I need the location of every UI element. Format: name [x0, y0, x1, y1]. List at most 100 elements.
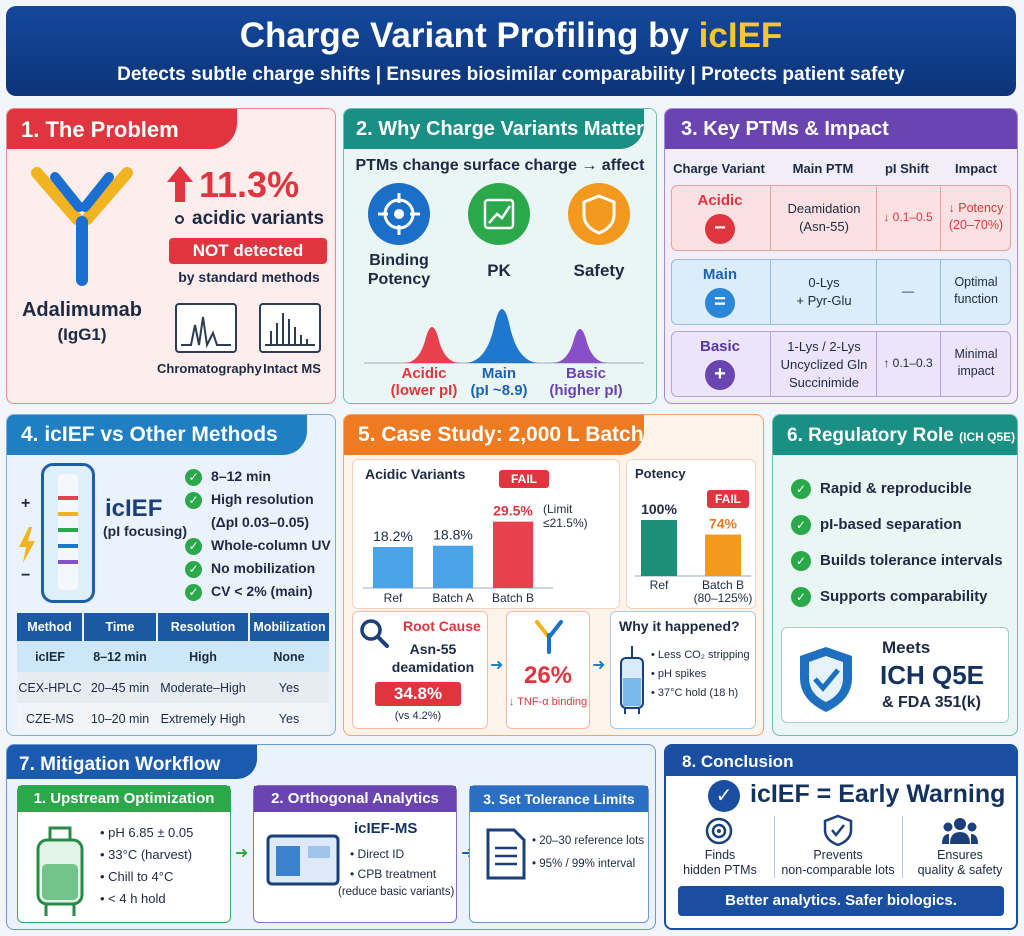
page-subtitle: Detects subtle charge shifts | Ensures b…	[117, 64, 905, 85]
arrow-right-icon: ➜	[235, 845, 249, 862]
root-cause-value: 34.8%	[375, 682, 461, 706]
ptm-col-impact: Impact	[955, 161, 997, 176]
check-circle-icon: ✓	[708, 780, 740, 812]
check-item: ✓ CV < 2% (main)	[185, 580, 331, 603]
ich-label: ICH Q5E	[880, 660, 985, 690]
charge-symbol-icon: −	[705, 214, 735, 244]
target-icon	[368, 183, 430, 245]
chart-tick-label: (80–125%)	[694, 591, 753, 605]
plus-label: +	[21, 495, 31, 512]
step-tolerance-card: 3. Set Tolerance Limits • 20–30 referenc…	[469, 785, 649, 923]
root-cause-title: Root Cause	[403, 618, 481, 634]
check-item: ✓ Builds tolerance intervals	[791, 543, 1003, 579]
divider	[774, 816, 775, 878]
chart-tick-label: Ref	[650, 578, 669, 592]
why-subtitle: PTMs change surface charge → affect	[355, 157, 645, 174]
peak-acidic-label: Acidic (lower pI)	[390, 365, 458, 399]
panel-title: 3. Key PTMs & Impact	[665, 109, 1017, 149]
pi-shift-cell: ↓ 0.1–0.5	[883, 210, 933, 224]
divider	[940, 260, 941, 324]
root-cause-desc: Asn-55 deamidation	[391, 641, 475, 675]
conclusion-item-2: Prevents non-comparable lots	[781, 848, 895, 877]
problem-stat: 11.3%	[199, 164, 300, 205]
arrow-up-icon	[167, 166, 193, 202]
check-icon: ✓	[791, 479, 811, 500]
tnf-card: 26% ↓ TNF-α binding	[506, 611, 590, 729]
divider	[876, 332, 877, 396]
check-icon: ✓	[791, 587, 811, 608]
ptm-cell: 1-Lys / 2-Lys Uncyclized Gln Succinimide	[780, 339, 868, 390]
panel-key-ptms: 3. Key PTMs & Impact Charge Variant Main…	[664, 108, 1018, 404]
impact-cell: ↓ Potency (20–70%)	[948, 201, 1004, 232]
divider	[876, 260, 877, 324]
target-icon	[705, 817, 733, 845]
antibody-small-icon	[535, 620, 563, 654]
list-item: • Chill to 4°C	[100, 869, 174, 884]
impact-pk-label: PK	[487, 261, 511, 280]
divider	[940, 332, 941, 396]
header-banner: Charge Variant Profiling by icIEF Detect…	[6, 6, 1016, 96]
divider	[940, 186, 941, 250]
list-item: • pH spikes	[651, 668, 707, 680]
divider	[902, 816, 903, 878]
ptm-col-ptm: Main PTM	[792, 161, 854, 176]
lightning-icon	[19, 527, 35, 563]
icief-sub-label: (pI focusing)	[103, 523, 187, 539]
minus-label: −	[21, 567, 31, 584]
acidic-chart-card: Acidic Variants FAIL (Limit ≤21.5%) 18.2…	[352, 459, 620, 609]
table-row: CEX-HPLC 20–45 min Moderate–High Yes	[17, 672, 329, 703]
chromatography-icon	[175, 303, 237, 353]
divider	[770, 332, 771, 396]
chart-tick-label: Ref	[384, 591, 403, 605]
variant-name: Acidic	[697, 192, 743, 209]
tnf-label: ↓ TNF-α binding	[508, 696, 588, 708]
icief-ms-label: icIEF-MS	[354, 820, 418, 837]
check-item: ✓ No mobilization	[185, 557, 331, 580]
check-item-sub: (ΔpI 0.03–0.05)	[211, 514, 309, 530]
conclusion-item-1: Finds hidden PTMs	[683, 848, 757, 877]
root-cause-card: Root Cause Asn-55 deamidation 34.8% (vs 4…	[352, 611, 488, 729]
check-item: ✓ Whole-column UV	[185, 534, 331, 557]
check-icon: ✓	[791, 515, 811, 536]
charge-peaks-graphic	[364, 309, 644, 364]
panel-title: 2. Why Charge Variants Matter	[344, 109, 644, 149]
charge-symbol-icon: =	[705, 288, 735, 318]
list-item: • 33°C (harvest)	[100, 847, 193, 862]
chart-trend-icon	[468, 183, 530, 245]
people-icon	[942, 818, 978, 844]
impact-cell: Optimal function	[954, 275, 998, 306]
check-icon: ✓	[185, 491, 202, 509]
methods-col-mobilization: Mobilization	[253, 620, 326, 634]
impact-cell: Minimal impact	[954, 347, 998, 378]
mab-name: Adalimumab	[21, 299, 143, 321]
list-item: • Less CO₂ stripping	[651, 649, 750, 661]
divider	[770, 260, 771, 324]
chart-bar	[705, 534, 741, 576]
not-detected-badge: NOT detected	[169, 238, 327, 264]
panel-problem: 1. The Problem Adalimumab (IgG1) 11.3% a…	[6, 108, 336, 404]
limit-label: (Limit ≤21.5%)	[543, 502, 588, 530]
list-item: • < 4 h hold	[100, 891, 166, 906]
by-methods-label: by standard methods	[178, 269, 320, 285]
chart-bar	[493, 521, 533, 588]
document-icon	[486, 828, 526, 880]
analytics-note: (reduce basic variants)	[338, 886, 455, 898]
why-title: Why it happened?	[619, 618, 740, 634]
potency-chart-card: Potency FAIL 100% Ref 74% Batch B (80–125%)	[626, 459, 756, 609]
ptm-col-shift: pI Shift	[884, 161, 930, 176]
chart-data-label: 18.8%	[433, 527, 473, 543]
step-title: 1. Upstream Optimization	[18, 786, 230, 812]
why-card: Why it happened? • Less CO₂ stripping • …	[610, 611, 756, 729]
potency-chart-title: Potency	[635, 466, 686, 481]
list-item: • 37°C hold (18 h)	[651, 687, 739, 699]
ich-card: Meets ICH Q5E & FDA 351(k)	[781, 627, 1009, 723]
check-icon: ✓	[185, 583, 202, 601]
problem-stat-label: acidic variants	[175, 208, 324, 230]
fail-badge: FAIL	[707, 490, 749, 508]
ptm-col-variant: Charge Variant	[673, 161, 765, 176]
root-cause-vs: (vs 4.2%)	[394, 710, 442, 722]
methods-col-method: Method	[17, 613, 84, 641]
check-item: ✓ High resolution	[185, 488, 331, 511]
meets-label: Meets	[882, 638, 931, 657]
list-item: • CPB treatment	[350, 867, 437, 881]
